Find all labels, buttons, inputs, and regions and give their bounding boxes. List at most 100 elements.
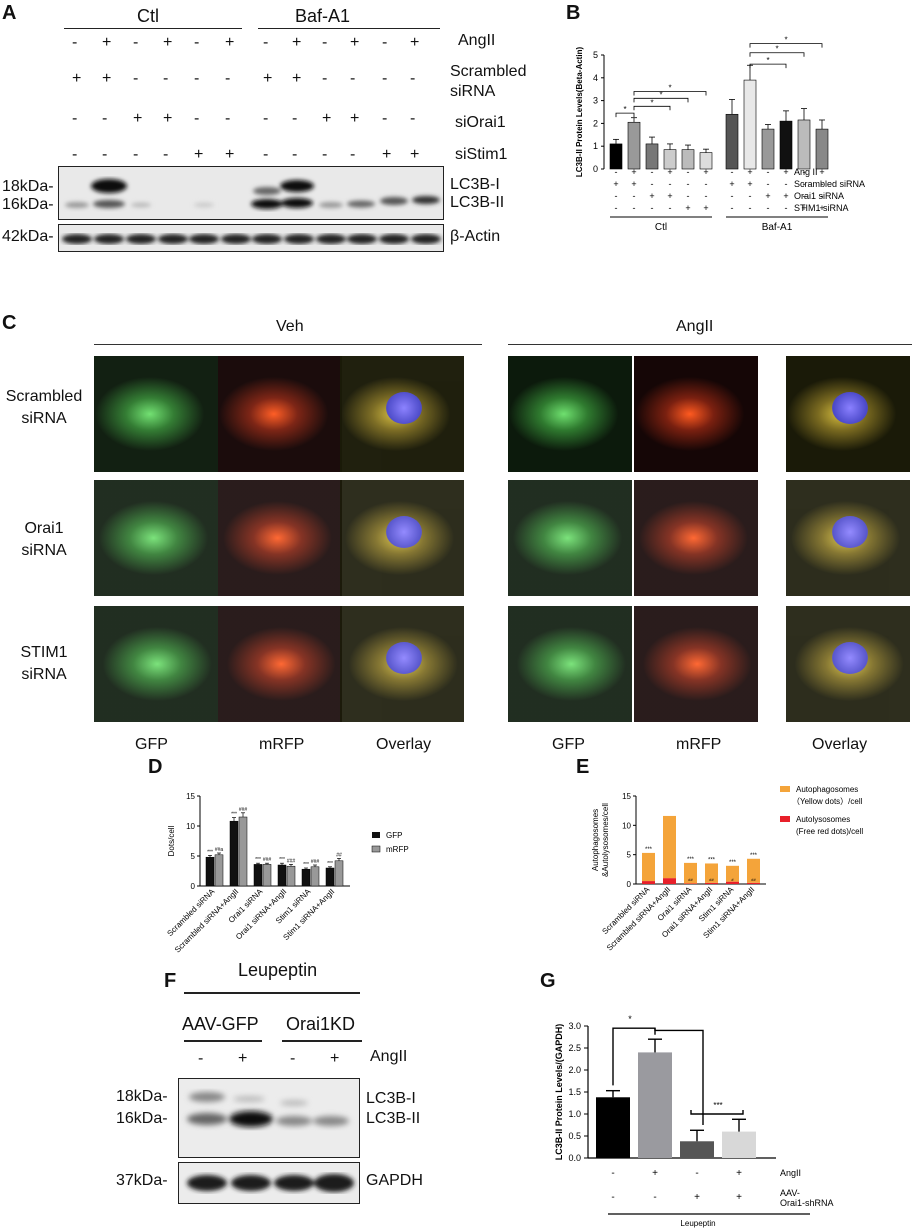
treatment-sign: + bbox=[703, 167, 708, 177]
significance-star: * bbox=[623, 105, 626, 114]
bar bbox=[761, 128, 775, 170]
treatment-sign: + bbox=[194, 146, 204, 163]
f-group-aav-label: AAV-GFP bbox=[182, 1014, 259, 1034]
bar-segment bbox=[726, 881, 739, 884]
treatment-sign: - bbox=[263, 146, 269, 163]
treatment-sign: + bbox=[225, 34, 235, 51]
chart-b: 0 1 2 3 4 5 LC3B-II Protein Levels(Beta-Actin)… bbox=[575, 36, 865, 233]
treatment-sign: - bbox=[669, 203, 672, 213]
treatment-sign: - bbox=[263, 110, 269, 127]
treatment-sign: + bbox=[163, 110, 173, 127]
bar bbox=[627, 121, 641, 170]
treatment-sign: + bbox=[163, 34, 173, 51]
f-leupeptin-line bbox=[184, 992, 360, 994]
significance-star: * bbox=[775, 45, 778, 54]
treatment-sign: - bbox=[72, 34, 78, 51]
c-row-label-stim1: STIM1 siRNA bbox=[0, 642, 88, 686]
significance-inner: # bbox=[731, 877, 734, 882]
treatment-sign: - bbox=[651, 167, 654, 177]
micrograph-cell bbox=[340, 480, 464, 596]
row-label-sistim1: siStim1 bbox=[455, 146, 508, 163]
chart-e: 0 5 10 15 Autophagosomes &Autolysosomes/cell *… bbox=[591, 785, 863, 953]
row-label: STIM1 siRNA bbox=[794, 203, 849, 213]
y-axis-label: LC3B-II Protein Levels(Beta-Actin) bbox=[575, 47, 584, 178]
treatment-sign: + bbox=[350, 34, 360, 51]
nucleus-blob bbox=[386, 516, 422, 548]
treatment-sign: - bbox=[821, 179, 824, 189]
micrograph-cell bbox=[218, 356, 342, 472]
treatment-sign: - bbox=[322, 34, 328, 51]
bar bbox=[334, 860, 344, 887]
c-col-label-overlay: Overlay bbox=[376, 736, 432, 753]
significance-bracket bbox=[654, 1028, 704, 1125]
band-lc3b-i-label: LC3B-I bbox=[450, 176, 500, 193]
bar bbox=[301, 868, 311, 887]
row-label: AAV- bbox=[780, 1188, 800, 1198]
significance-mark: ## bbox=[336, 852, 342, 858]
treatment-sign: + bbox=[694, 1192, 700, 1203]
group-baf-label: Baf-A1 bbox=[295, 6, 351, 26]
micrograph-cell bbox=[786, 606, 910, 722]
nucleus-blob bbox=[832, 392, 868, 424]
treatment-sign: - bbox=[133, 34, 139, 51]
bar-segment bbox=[663, 878, 676, 884]
treatment-sign: - bbox=[785, 179, 788, 189]
treatment-sign: + bbox=[747, 179, 752, 189]
bar bbox=[815, 128, 829, 170]
f-sign: + bbox=[330, 1050, 340, 1067]
treatment-sign: + bbox=[729, 179, 734, 189]
bar-segment bbox=[747, 858, 760, 883]
f-mw-18-label: 18kDa- bbox=[116, 1088, 168, 1105]
f-band-lc3b-i-label: LC3B-I bbox=[366, 1090, 416, 1107]
treatment-sign: - bbox=[653, 1192, 656, 1203]
treatment-sign: + bbox=[747, 167, 752, 177]
treatment-sign: - bbox=[633, 203, 636, 213]
c-row-label-orai1: Orai1 siRNA bbox=[0, 518, 88, 562]
significance-star: * bbox=[766, 56, 769, 65]
significance-mark: *** bbox=[255, 857, 261, 863]
significance-inner: ## bbox=[688, 877, 693, 882]
f-sign: - bbox=[198, 1050, 204, 1067]
y-tick-label: 1.0 bbox=[568, 1109, 581, 1119]
bar-segment bbox=[642, 881, 655, 884]
bar bbox=[722, 1131, 756, 1158]
y-tick-label: 2.0 bbox=[568, 1065, 581, 1075]
band-actin-label: β-Actin bbox=[450, 228, 501, 245]
treatment-sign: - bbox=[102, 110, 108, 127]
treatment-sign: - bbox=[767, 179, 770, 189]
ctl-bracket-line bbox=[64, 28, 242, 29]
treatment-sign: - bbox=[225, 110, 231, 127]
treatment-sign: - bbox=[731, 203, 734, 213]
treatment-sign: - bbox=[194, 34, 200, 51]
treatment-sign: - bbox=[163, 146, 169, 163]
f-orai-line bbox=[282, 1040, 362, 1042]
significance-bracket bbox=[633, 91, 707, 96]
y-axis-label: LC3B-II Protein Levels/(GAPDH) bbox=[554, 1024, 564, 1161]
significance-bracket bbox=[749, 43, 823, 48]
treatment-sign: + bbox=[102, 70, 112, 87]
y-tick-label: 10 bbox=[186, 822, 195, 831]
treatment-sign: - bbox=[263, 34, 269, 51]
band-lc3b-ii-label: LC3B-II bbox=[450, 194, 505, 211]
treatment-sign: - bbox=[615, 191, 618, 201]
treatment-sign: - bbox=[163, 70, 169, 87]
y-tick-label: 2 bbox=[593, 118, 598, 128]
y-tick-label: 0.5 bbox=[568, 1131, 581, 1141]
micrograph-cell bbox=[340, 606, 464, 722]
f-band-lc3b-ii-label: LC3B-II bbox=[366, 1110, 421, 1127]
legend-label: GFP bbox=[386, 831, 402, 840]
legend-label: Autophagosomes bbox=[796, 785, 858, 794]
c-col-label-gfp: GFP bbox=[135, 736, 168, 753]
bar bbox=[310, 866, 320, 887]
treatment-sign: - bbox=[669, 179, 672, 189]
significance-star: * bbox=[784, 36, 787, 45]
f-group-orai-label: Orai1KD bbox=[286, 1014, 356, 1034]
treatment-sign: - bbox=[133, 70, 139, 87]
group-label: Leupeptin bbox=[680, 1219, 715, 1228]
y-tick-label: 15 bbox=[622, 792, 631, 801]
bar-segment bbox=[726, 865, 739, 882]
significance-bracket bbox=[690, 1110, 744, 1115]
treatment-sign: + bbox=[292, 34, 302, 51]
bar bbox=[779, 120, 793, 170]
significance-star: * bbox=[628, 1014, 632, 1024]
